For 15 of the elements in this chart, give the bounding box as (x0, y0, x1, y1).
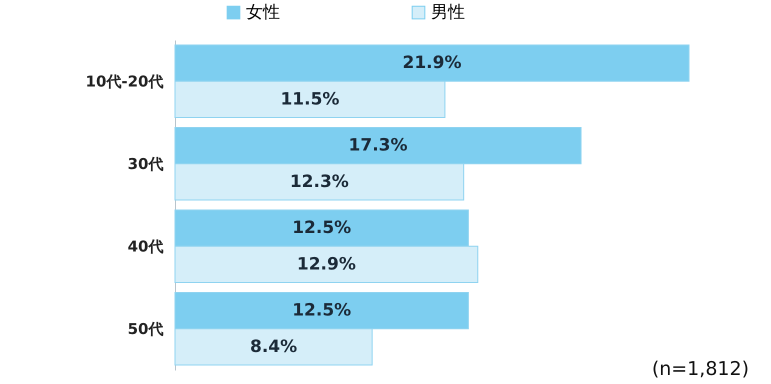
legend-label: 男性 (431, 2, 465, 23)
y-tick-label: 40代 (128, 237, 164, 256)
data-label: 21.9% (402, 53, 462, 74)
data-label: 8.4% (250, 336, 298, 357)
y-tick-label: 10代-20代 (86, 72, 164, 90)
legend-label: 女性 (246, 2, 280, 23)
data-label: 11.5% (280, 89, 340, 110)
data-label: 12.3% (290, 172, 349, 192)
data-label: 12.9% (296, 254, 356, 274)
y-tick-label: 30代 (128, 154, 164, 173)
y-tick-label: 50代 (128, 320, 164, 338)
annotation: (n=1,812) (652, 358, 749, 380)
data-label: 17.3% (348, 136, 408, 156)
data-label: 12.5% (292, 218, 352, 238)
data-label: 12.5% (292, 300, 352, 321)
